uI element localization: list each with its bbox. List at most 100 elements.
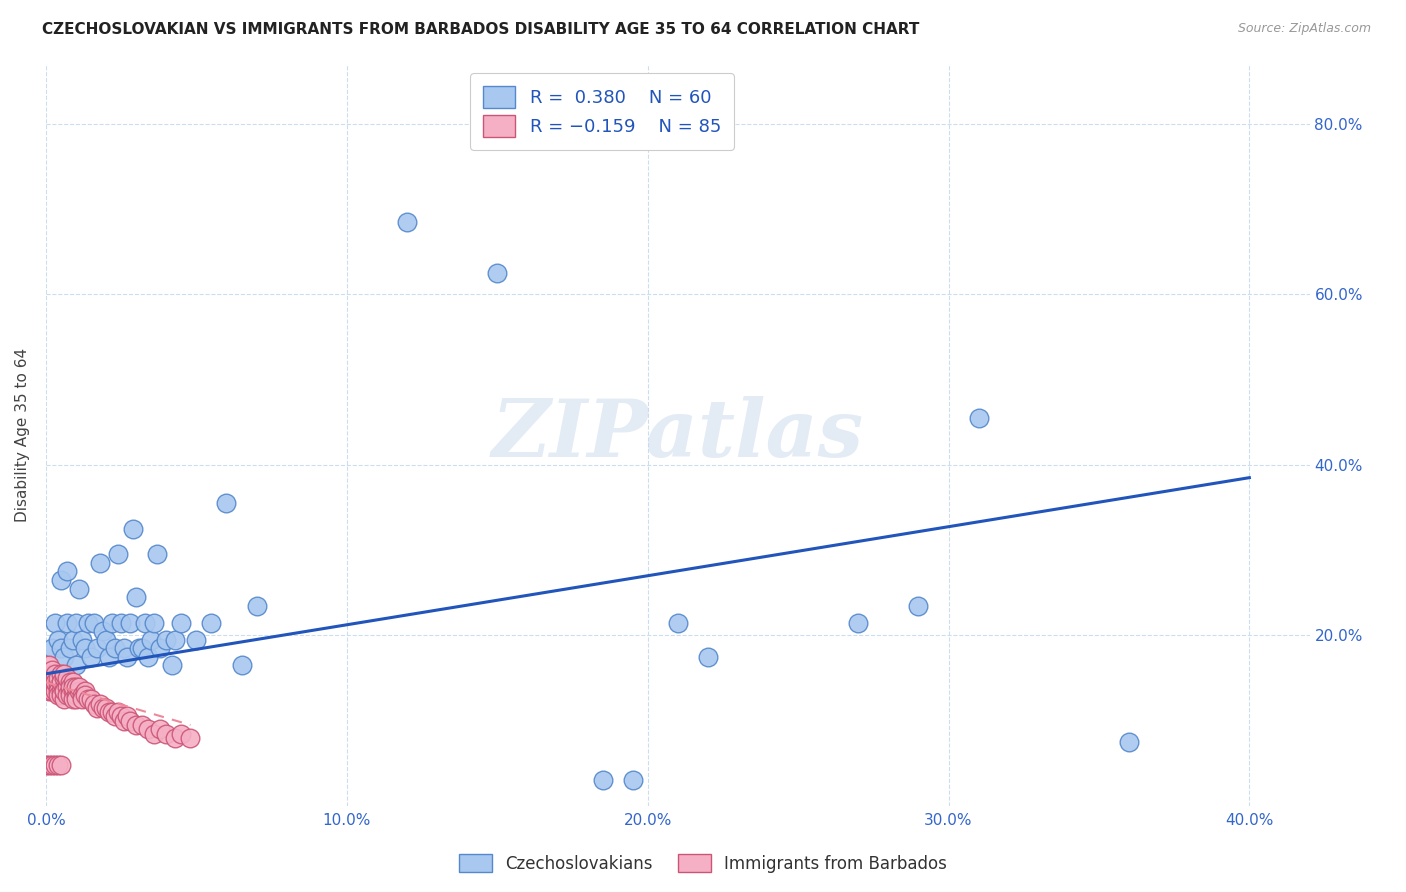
Point [49,675,72,690]
Point [62,684,84,698]
Point [149,641,172,656]
Point [112,714,135,728]
Point [41,675,63,690]
Point [70,632,93,647]
Point [65,658,87,673]
Point [186,632,208,647]
Point [107,548,129,562]
Point [200,615,222,630]
Point [53,684,76,698]
Point [56,675,79,690]
Point [141,632,163,647]
Point [46,680,69,694]
Point [44,615,66,630]
Point [120,714,142,728]
Point [35,758,58,772]
Point [77,692,100,706]
Point [53,649,76,664]
Point [967,411,990,425]
Point [89,556,111,570]
Point [38,658,60,673]
Point [91,624,114,639]
Point [162,658,184,673]
Point [53,684,76,698]
Point [395,215,418,229]
Point [149,723,172,737]
Legend: Czechoslovakians, Immigrants from Barbados: Czechoslovakians, Immigrants from Barbad… [451,847,955,880]
Point [56,565,79,579]
Y-axis label: Disability Age 35 to 64: Disability Age 35 to 64 [15,348,30,522]
Point [131,641,153,656]
Point [104,641,127,656]
Point [56,671,79,685]
Point [53,692,76,706]
Point [62,632,84,647]
Point [59,675,82,690]
Point [41,641,63,656]
Point [53,680,76,694]
Point [80,692,103,706]
Point [49,675,72,690]
Point [49,758,72,772]
Point [86,701,108,715]
Point [49,688,72,702]
Point [146,548,169,562]
Point [125,718,148,732]
Point [231,658,253,673]
Point [70,688,93,702]
Point [75,688,97,702]
Point [38,758,60,772]
Point [56,680,79,694]
Point [101,615,124,630]
Point [62,680,84,694]
Text: ZIPatlas: ZIPatlas [492,396,863,474]
Point [46,632,69,647]
Point [35,666,58,681]
Point [143,726,166,740]
Point [104,709,127,723]
Point [621,773,644,788]
Point [49,573,72,587]
Point [83,697,105,711]
Point [170,726,193,740]
Point [112,641,135,656]
Text: Source: ZipAtlas.com: Source: ZipAtlas.com [1237,22,1371,36]
Point [70,692,93,706]
Point [38,666,60,681]
Point [165,632,187,647]
Point [65,688,87,702]
Point [62,675,84,690]
Point [83,615,105,630]
Point [53,671,76,685]
Point [91,701,114,715]
Point [46,671,69,685]
Point [38,684,60,698]
Point [77,615,100,630]
Point [59,641,82,656]
Point [59,684,82,698]
Point [41,684,63,698]
Point [120,615,142,630]
Point [46,675,69,690]
Point [143,615,166,630]
Point [44,675,66,690]
Point [131,718,153,732]
Point [38,666,60,681]
Point [245,599,267,613]
Point [89,697,111,711]
Point [115,649,138,664]
Point [44,684,66,698]
Point [75,641,97,656]
Point [115,709,138,723]
Point [86,641,108,656]
Point [486,266,509,280]
Point [56,688,79,702]
Point [136,649,159,664]
Point [155,726,177,740]
Point [44,675,66,690]
Point [49,684,72,698]
Point [46,758,69,772]
Point [46,688,69,702]
Point [65,692,87,706]
Point [110,709,132,723]
